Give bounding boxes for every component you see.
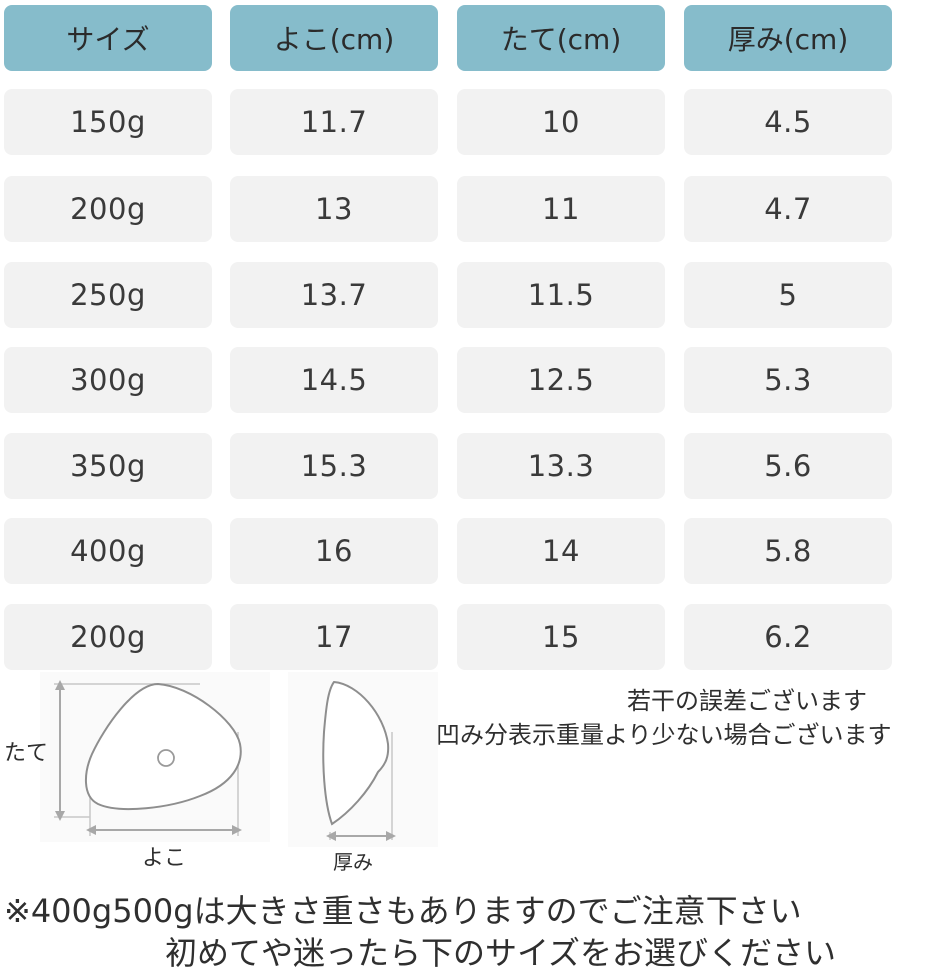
height-cell: 10 bbox=[457, 89, 665, 155]
height-cell: 11.5 bbox=[457, 262, 665, 328]
width-cell: 13 bbox=[230, 176, 438, 242]
size-cell: 300g bbox=[4, 347, 212, 413]
height-label: たて bbox=[4, 741, 49, 766]
height-cell: 14 bbox=[457, 518, 665, 584]
header-size: サイズ bbox=[4, 5, 212, 71]
thickness-cell: 4.7 bbox=[684, 176, 892, 242]
thickness-cell: 5.8 bbox=[684, 518, 892, 584]
width-cell: 11.7 bbox=[230, 89, 438, 155]
front-view-diagram bbox=[40, 672, 270, 842]
height-cell: 12.5 bbox=[457, 347, 665, 413]
size-cell: 350g bbox=[4, 433, 212, 499]
size-cell: 200g bbox=[4, 604, 212, 670]
thickness-cell: 5 bbox=[684, 262, 892, 328]
height-cell: 13.3 bbox=[457, 433, 665, 499]
thickness-label: 厚み bbox=[333, 850, 373, 874]
thickness-cell: 6.2 bbox=[684, 604, 892, 670]
height-cell: 11 bbox=[457, 176, 665, 242]
header-width: よこ(cm) bbox=[230, 5, 438, 71]
size-cell: 150g bbox=[4, 89, 212, 155]
size-cell: 400g bbox=[4, 518, 212, 584]
width-cell: 17 bbox=[230, 604, 438, 670]
thickness-cell: 5.3 bbox=[684, 347, 892, 413]
thickness-cell: 5.6 bbox=[684, 433, 892, 499]
thickness-cell: 4.5 bbox=[684, 89, 892, 155]
header-height: たて(cm) bbox=[457, 5, 665, 71]
height-cell: 15 bbox=[457, 604, 665, 670]
footer-caution: ※400g500gは大きさ重さもありますのでご注意下さい bbox=[4, 892, 802, 930]
size-cell: 200g bbox=[4, 176, 212, 242]
width-cell: 14.5 bbox=[230, 347, 438, 413]
width-label: よこ bbox=[142, 846, 187, 871]
note-tolerance: 若干の誤差ございます bbox=[627, 687, 867, 715]
size-cell: 250g bbox=[4, 262, 212, 328]
note-weight: 凹み分表示重量より少ない場合ございます bbox=[436, 721, 892, 749]
width-cell: 15.3 bbox=[230, 433, 438, 499]
width-cell: 16 bbox=[230, 518, 438, 584]
header-thickness: 厚み(cm) bbox=[684, 5, 892, 71]
footer-recommendation: 初めてや迷ったら下のサイズをお選びください bbox=[165, 934, 837, 972]
side-view-diagram bbox=[288, 672, 438, 847]
width-cell: 13.7 bbox=[230, 262, 438, 328]
